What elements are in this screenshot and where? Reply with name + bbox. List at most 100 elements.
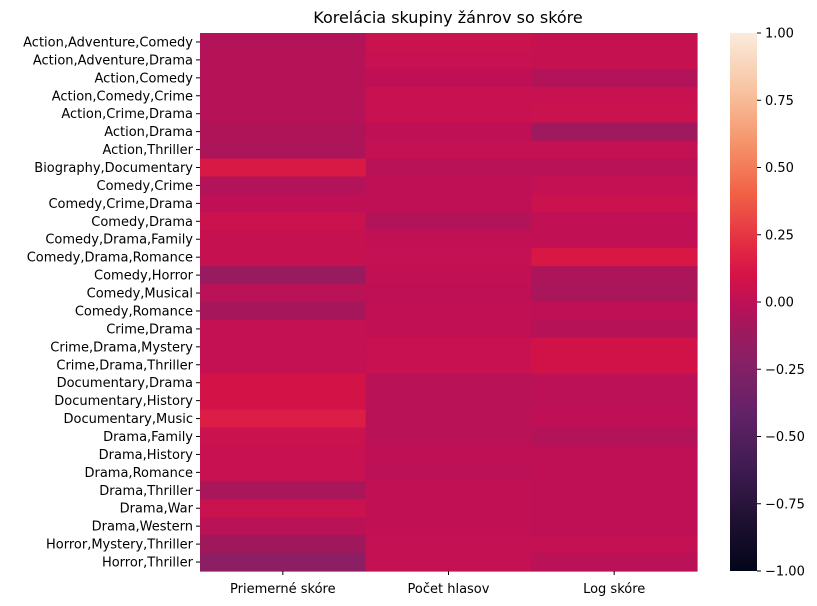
heatmap-cell bbox=[365, 445, 532, 464]
heatmap-cell bbox=[531, 302, 698, 321]
heatmap-cell bbox=[365, 50, 532, 70]
heatmap-cell bbox=[365, 158, 532, 178]
colorbar-tick-label: −1.00 bbox=[765, 565, 805, 580]
row-label: Comedy,Crime,Drama bbox=[48, 197, 193, 212]
heatmap-cell bbox=[365, 266, 532, 285]
row-label: Crime,Drama,Mystery bbox=[50, 340, 193, 355]
heatmap-cell bbox=[531, 481, 698, 500]
heatmap-cell bbox=[531, 337, 698, 357]
column-label: Log skóre bbox=[583, 582, 645, 597]
row-label: Drama,Romance bbox=[84, 466, 193, 481]
heatmap-cell bbox=[365, 499, 532, 518]
column-labels: Priemerné skóre Počet hlasov Log skóre bbox=[230, 571, 645, 597]
heatmap-cell bbox=[365, 212, 532, 231]
heatmap-cell bbox=[365, 553, 532, 572]
heatmap-cell bbox=[200, 535, 367, 554]
row-label: Comedy,Crime bbox=[97, 179, 193, 194]
heatmap-cell bbox=[200, 122, 367, 142]
heatmap-cell bbox=[531, 176, 698, 195]
heatmap-cell bbox=[200, 50, 367, 70]
colorbar-tick-label: 1.00 bbox=[765, 27, 794, 42]
heatmap-cell bbox=[365, 337, 532, 357]
heatmap-cell bbox=[200, 355, 367, 375]
row-label: Drama,History bbox=[99, 448, 194, 463]
column-label: Počet hlasov bbox=[408, 582, 490, 597]
row-label: Documentary,Drama bbox=[57, 376, 193, 391]
heatmap-cell bbox=[365, 86, 532, 106]
heatmap-cell bbox=[365, 302, 532, 321]
row-label: Drama,Western bbox=[92, 520, 193, 535]
row-label: Comedy,Romance bbox=[75, 304, 193, 319]
heatmap-cell bbox=[200, 409, 367, 429]
row-label: Comedy,Drama,Romance bbox=[27, 251, 193, 266]
colorbar-tick-label: 0.00 bbox=[765, 296, 794, 311]
heatmap-cell bbox=[200, 373, 367, 393]
heatmap-cell bbox=[531, 284, 698, 303]
row-label: Biography,Documentary bbox=[34, 161, 193, 176]
heatmap-cell bbox=[531, 50, 698, 70]
heatmap-cell bbox=[200, 68, 367, 88]
heatmap-cell bbox=[365, 373, 532, 393]
row-label: Comedy,Drama,Family bbox=[45, 233, 193, 248]
row-label: Action,Thriller bbox=[102, 143, 193, 158]
heatmap-cell bbox=[200, 194, 367, 213]
heatmap-cell bbox=[200, 266, 367, 285]
colorbar-gradient bbox=[730, 33, 757, 571]
heatmap-cell bbox=[531, 122, 698, 142]
colorbar-tick-label: −0.75 bbox=[765, 497, 805, 512]
heatmap-cell bbox=[365, 176, 532, 195]
colorbar: 1.00 0.75 0.50 0.25 0.00 −0.25 −0.50 −0.75 −1.00 bbox=[730, 27, 805, 580]
heatmap-cell bbox=[531, 248, 698, 267]
heatmap-cell bbox=[200, 553, 367, 572]
heatmap-cell bbox=[531, 445, 698, 464]
row-label: Comedy,Horror bbox=[94, 269, 194, 284]
column-label: Priemerné skóre bbox=[230, 582, 336, 597]
chart-title: Korelácia skupiny žánrov so skóre bbox=[313, 8, 583, 27]
row-label: Drama,Thriller bbox=[99, 484, 193, 499]
heatmap-cell bbox=[365, 33, 532, 52]
heatmap-cell bbox=[531, 535, 698, 554]
heatmap-cell bbox=[200, 284, 367, 303]
heatmap-cell bbox=[200, 302, 367, 321]
heatmap-cell bbox=[365, 68, 532, 88]
row-label: Horror,Thriller bbox=[102, 556, 194, 571]
heatmap-cell bbox=[531, 68, 698, 88]
row-label: Action,Crime,Drama bbox=[61, 107, 193, 122]
heatmap-cell bbox=[531, 373, 698, 393]
heatmap-cell bbox=[200, 86, 367, 106]
heatmap-cell bbox=[200, 445, 367, 464]
heatmap-cell bbox=[365, 194, 532, 213]
row-label: Action,Drama bbox=[104, 125, 193, 140]
heatmap-cell bbox=[531, 409, 698, 429]
heatmap-cell bbox=[200, 337, 367, 357]
heatmap-cell bbox=[531, 553, 698, 572]
heatmap-cell bbox=[200, 158, 367, 178]
row-labels: Action,Adventure,Comedy Action,Adventure,… bbox=[23, 35, 200, 571]
heatmap-cell bbox=[531, 212, 698, 231]
heatmap-cell bbox=[200, 176, 367, 195]
heatmap-cell bbox=[531, 33, 698, 52]
row-label: Drama,Family bbox=[103, 430, 193, 445]
heatmap-cell bbox=[365, 104, 532, 124]
heatmap-cell bbox=[365, 140, 532, 160]
heatmap-cell bbox=[531, 194, 698, 213]
heatmap-cell bbox=[200, 104, 367, 124]
row-label: Drama,War bbox=[120, 502, 194, 517]
heatmap-cells bbox=[200, 33, 698, 572]
heatmap-cell bbox=[365, 517, 532, 536]
colorbar-tick-label: −0.25 bbox=[765, 363, 805, 378]
heatmap-cell bbox=[531, 427, 698, 447]
heatmap-cell bbox=[200, 140, 367, 160]
heatmap-cell bbox=[200, 499, 367, 518]
colorbar-tick-label: 0.50 bbox=[765, 161, 794, 176]
row-label: Action,Adventure,Comedy bbox=[23, 35, 193, 50]
heatmap-cell bbox=[531, 355, 698, 375]
heatmap-cell bbox=[200, 391, 367, 411]
row-label: Documentary,History bbox=[54, 394, 193, 409]
heatmap-cell bbox=[365, 284, 532, 303]
colorbar-tick-label: 0.25 bbox=[765, 228, 794, 243]
heatmap-cell bbox=[531, 230, 698, 249]
heatmap-cell bbox=[531, 463, 698, 482]
heatmap-cell bbox=[531, 517, 698, 536]
